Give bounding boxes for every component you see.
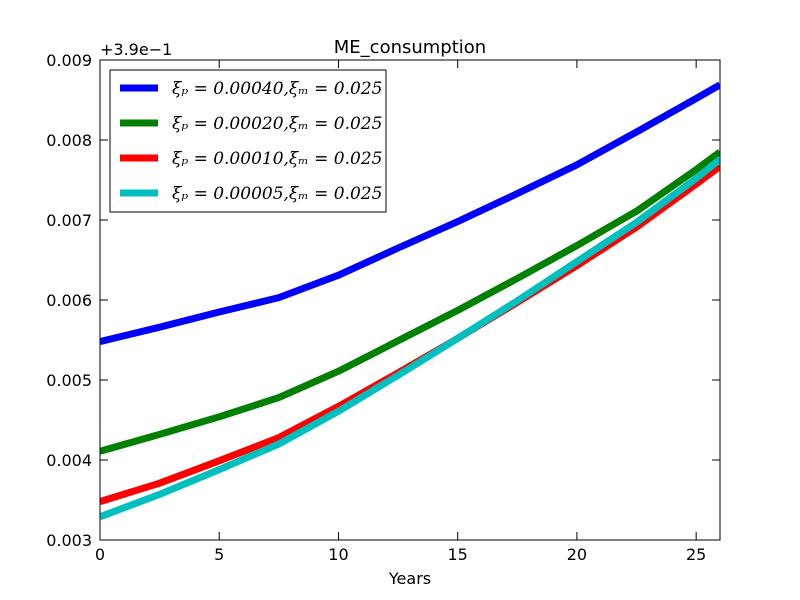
x-tick-label: 5 [214,545,224,564]
legend: ξₚ = 0.00040,ξₘ = 0.025 ξₚ = 0.00020,ξₘ =… [109,69,387,213]
series-line-4 [100,156,720,521]
legend-label-4: ξₚ = 0.00005,ξₘ = 0.025 [172,184,382,204]
series-line-2 [100,149,720,455]
y-tick-label: 0.008 [46,131,92,150]
y-axis-offset-label: +3.9e−1 [100,40,172,59]
legend-label-1: ξₚ = 0.00040,ξₘ = 0.025 [172,79,382,99]
y-tick-label: 0.004 [46,451,92,470]
x-tick-label: 20 [567,545,587,564]
series-line-1 [100,81,720,346]
legend-box [109,69,387,213]
y-tick-label: 0.006 [46,291,92,310]
plot-frame [99,59,721,541]
legend-label-2: ξₚ = 0.00020,ξₘ = 0.025 [172,114,382,134]
x-tick-label: 0 [95,545,105,564]
y-tick-label: 0.007 [46,211,92,230]
y-tick-label: 0.003 [46,531,92,550]
legend-label-3: ξₚ = 0.00010,ξₘ = 0.025 [172,149,382,169]
x-axis-label: Years [388,569,431,588]
x-tick-label: 10 [328,545,348,564]
plot-area [100,81,720,521]
y-tick-label: 0.009 [46,51,92,70]
x-tick-label: 15 [448,545,468,564]
chart-title: ME_consumption [334,37,486,58]
x-tick-label: 25 [686,545,706,564]
axis-ticks: 0 5 10 15 20 25 0.003 0.004 0.005 0.006 0.007 0.008… [46,51,720,564]
y-tick-label: 0.005 [46,371,92,390]
